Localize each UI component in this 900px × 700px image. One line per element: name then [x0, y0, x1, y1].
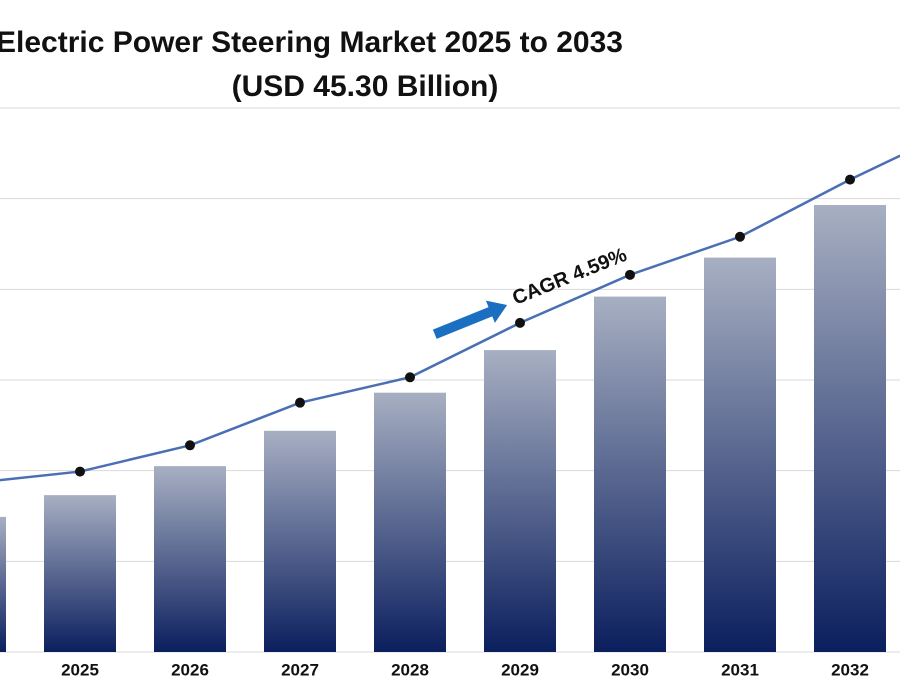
trend-point	[185, 440, 195, 451]
bar	[704, 257, 776, 652]
trend-point	[75, 466, 85, 477]
bar	[594, 296, 666, 652]
x-tick-label: 2028	[391, 660, 429, 679]
trend-point	[735, 231, 745, 242]
x-tick-label: 2030	[611, 660, 649, 679]
trend-point	[625, 269, 635, 280]
x-tick-label: 2025	[61, 660, 99, 679]
bar	[814, 205, 886, 652]
bar	[264, 430, 336, 652]
bar	[374, 392, 446, 652]
bar	[0, 516, 6, 652]
x-tick-label: 2027	[281, 660, 319, 679]
x-tick-label: 2031	[721, 660, 759, 679]
x-tick-label: 2029	[501, 660, 539, 679]
bar	[154, 466, 226, 652]
trend-line	[0, 154, 900, 482]
cagr-arrow	[432, 300, 508, 339]
x-tick-label: 2032	[831, 660, 869, 679]
bar	[484, 350, 556, 652]
trend-point	[295, 397, 305, 408]
trend-point	[845, 174, 855, 185]
chart-subtitle: (USD 45.30 Billion)	[232, 70, 499, 103]
x-tick-label: 2026	[171, 660, 209, 679]
trend-point	[405, 372, 415, 383]
chart-title: Electric Power Steering Market 2025 to 2…	[0, 26, 623, 59]
bar	[44, 495, 116, 652]
trend-point	[515, 317, 525, 328]
